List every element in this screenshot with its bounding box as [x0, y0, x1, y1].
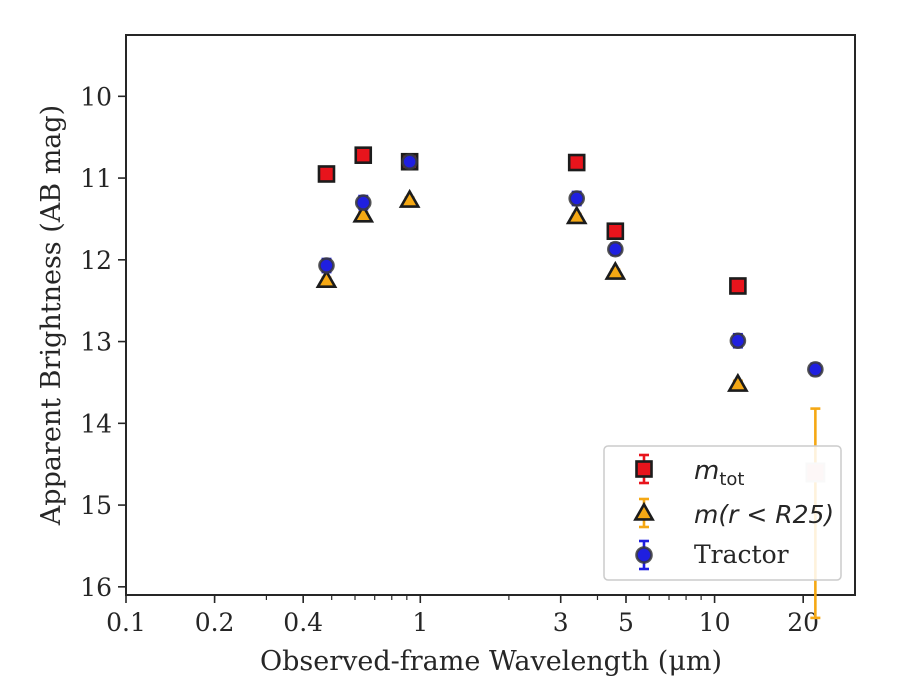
- marker-mtot: [354, 146, 373, 164]
- x-tick-label: 20: [787, 608, 819, 637]
- point-tractor: [354, 194, 372, 211]
- y-tick-label: 10: [80, 82, 112, 111]
- series-tractor: [318, 153, 824, 378]
- y-tick-label: 11: [80, 164, 112, 193]
- legend-label-subscript: tot: [719, 469, 744, 490]
- point-mtot: [354, 146, 373, 164]
- point-tractor: [568, 190, 586, 207]
- marker-tractor: [729, 332, 747, 350]
- point-mr25: [352, 203, 375, 223]
- x-axis-label: Observed-frame Wavelength (μm): [260, 646, 722, 677]
- series-mr25: [315, 188, 749, 392]
- y-axis-label: Apparent Brightness (AB mag): [36, 105, 67, 526]
- plot-frame: [125, 34, 856, 596]
- y-tick-label: 14: [80, 409, 112, 438]
- marker-tractor: [607, 240, 624, 258]
- legend-marker: [633, 501, 655, 521]
- y-tick-label: 13: [80, 328, 112, 357]
- marker-tractor: [807, 361, 824, 378]
- y-tick-label: 15: [80, 491, 112, 520]
- marker-mr25: [565, 205, 588, 225]
- marker-mr25: [604, 260, 627, 280]
- x-tick-label: 10: [699, 608, 731, 637]
- y-tick-label: 16: [80, 573, 112, 602]
- point-mr25: [315, 269, 338, 289]
- x-tick-label: 3: [553, 608, 569, 637]
- marker-tractor: [318, 257, 335, 274]
- point-mtot: [317, 165, 336, 183]
- point-tractor: [607, 240, 624, 258]
- point-mr25: [398, 188, 421, 208]
- legend-marker: [635, 546, 653, 564]
- marker-mtot: [317, 165, 336, 183]
- marker-tractor: [568, 190, 586, 207]
- point-mr25: [604, 260, 627, 280]
- marker-tractor: [401, 153, 418, 171]
- y-tick-label: 12: [80, 246, 112, 275]
- marker-mr25: [315, 269, 338, 289]
- legend-label: Tractor: [694, 540, 789, 569]
- x-tick-label: 1: [412, 608, 428, 637]
- point-mr25: [727, 372, 749, 392]
- marker-tractor: [354, 194, 372, 211]
- legend-item-tractor: Tractor: [635, 539, 789, 571]
- x-tick-label: 0.1: [106, 608, 146, 637]
- marker-mtot: [567, 153, 586, 172]
- marker-mr25: [727, 372, 749, 392]
- point-mtot: [729, 277, 747, 295]
- legend-marker: [635, 460, 653, 478]
- marker-mr25: [352, 203, 375, 223]
- marker-mtot: [606, 222, 625, 241]
- x-tick-label: 5: [618, 608, 634, 637]
- legend-label: m(r < R25): [694, 500, 834, 529]
- x-tick-label: 0.2: [195, 608, 235, 637]
- x-tick-label: 0.4: [283, 608, 323, 637]
- point-mtot: [606, 222, 625, 241]
- point-tractor: [318, 257, 335, 274]
- point-mtot: [567, 153, 586, 172]
- legend-box: [603, 445, 842, 581]
- point-tractor: [807, 361, 824, 378]
- marker-mr25: [398, 188, 421, 208]
- point-tractor: [401, 153, 418, 171]
- point-tractor: [729, 332, 747, 350]
- legend-item-mr25: m(r < R25): [633, 497, 834, 529]
- point-mr25: [565, 205, 588, 225]
- marker-mtot: [729, 277, 747, 295]
